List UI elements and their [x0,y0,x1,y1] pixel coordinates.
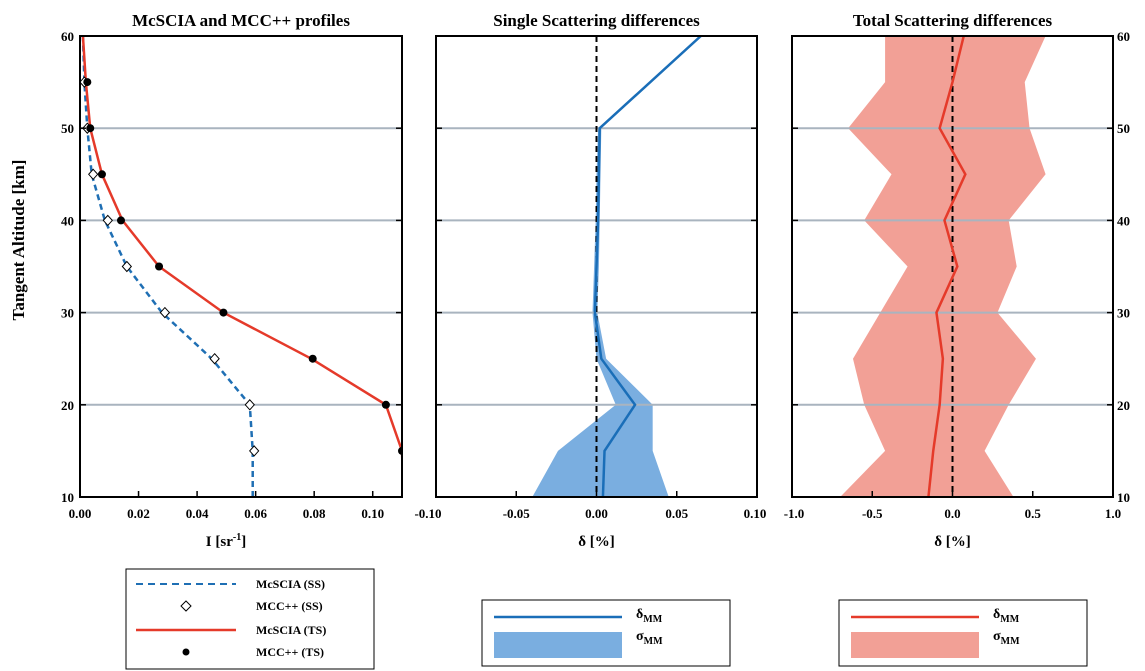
y-axis-label: Tangent Altitude [km] [9,160,28,321]
y-tick-label: 30 [61,306,74,321]
y-tick-label: 40 [1117,213,1130,228]
diamond-marker [209,352,220,365]
uncertainty-band [840,36,1046,497]
y-tick-label: 20 [1117,398,1130,413]
x-tick-label: 0.00 [585,506,608,521]
panel-title: McSCIA and MCC++ profiles [132,11,350,30]
plot-area [80,36,402,497]
diamond-marker [121,260,133,273]
legend-label: δMM [993,607,1020,625]
y-tick-label: 60 [61,29,74,44]
x-tick-label: -0.05 [503,506,531,521]
series-line [927,36,967,497]
x-tick-label: 0.10 [744,506,767,521]
plot-area [436,36,757,497]
axes-frame [79,35,403,498]
x-tick-label: 0.05 [665,506,688,521]
x-axis-label: δ [%] [934,534,971,550]
dot-marker [219,308,228,317]
y-tick-label: 30 [1117,306,1130,321]
y-tick-label: 50 [1117,121,1130,136]
panel-total-scattering: Total Scattering differences -1.0 -0.5 0.0 0… [784,11,1130,550]
uncertainty-band [532,36,703,497]
x-tick-label: -0.10 [414,506,441,521]
y-tick-label: 10 [61,490,74,505]
diamond-marker [102,214,113,227]
legend-single-scattering: δMM σMM [481,599,731,667]
legend-diamond-marker [180,600,192,612]
legend-label: σMM [993,629,1020,647]
dot-marker [97,170,106,179]
dot-marker [116,216,125,225]
diamond-marker [244,399,255,411]
legend-profiles: McSCIA (SS) MCC++ (SS) McSCIA (TS) MCC++… [125,568,375,670]
legend-label: McSCIA (TS) [256,623,326,637]
legend-sigma-swatch [494,632,622,658]
dot-marker [86,124,95,133]
diamond-marker [159,306,171,319]
y-tick-label: 60 [1117,29,1130,44]
legend-label: σMM [636,629,663,647]
panel-title: Total Scattering differences [853,11,1053,30]
legend-label: MCC++ (TS) [256,645,324,659]
panel-profiles: McSCIA and MCC++ profiles 0.00 0.02 0.04 0.0… [61,11,403,521]
x-tick-label: 0.04 [186,506,209,521]
y-tick-label: 40 [61,213,74,228]
diamond-marker [249,445,260,457]
legend-label: MCC++ (SS) [256,599,323,613]
x-axis-label: δ [%] [578,534,615,550]
series-line [593,36,702,497]
dot-marker [155,262,164,271]
legend-label: McSCIA (SS) [256,577,325,591]
x-tick-label: -0.5 [862,506,883,521]
legend-total-scattering: δMM σMM [838,599,1088,667]
x-tick-label: 0.10 [361,506,384,521]
dot-marker [381,400,390,409]
x-tick-label: 0.0 [944,506,960,521]
x-tick-label: 0.02 [127,506,150,521]
x-tick-label: 0.00 [69,506,92,521]
legend-label: δMM [636,607,663,625]
x-tick-label: 0.5 [1025,506,1042,521]
x-tick-label: 1.0 [1105,506,1121,521]
plot-area [792,36,1113,497]
x-tick-label: 0.06 [244,506,267,521]
diamond-marker [88,168,99,181]
dot-marker [83,78,92,87]
x-tick-label: 0.08 [303,506,326,521]
legend-sigma-swatch [851,632,979,658]
y-tick-label: 10 [1117,490,1130,505]
panel-1-x-axis-label: I [sr-1] [206,532,246,550]
x-tick-label: -1.0 [784,506,805,521]
y-tick-label: 20 [61,398,74,413]
panel-title: Single Scattering differences [493,11,700,30]
y-tick-label: 50 [61,121,74,136]
dot-marker [308,354,317,363]
legend-dot-marker [182,648,190,656]
panel-single-scattering: Single Scattering differences -0.10 -0.05 0… [414,11,766,550]
series-line [81,36,254,497]
